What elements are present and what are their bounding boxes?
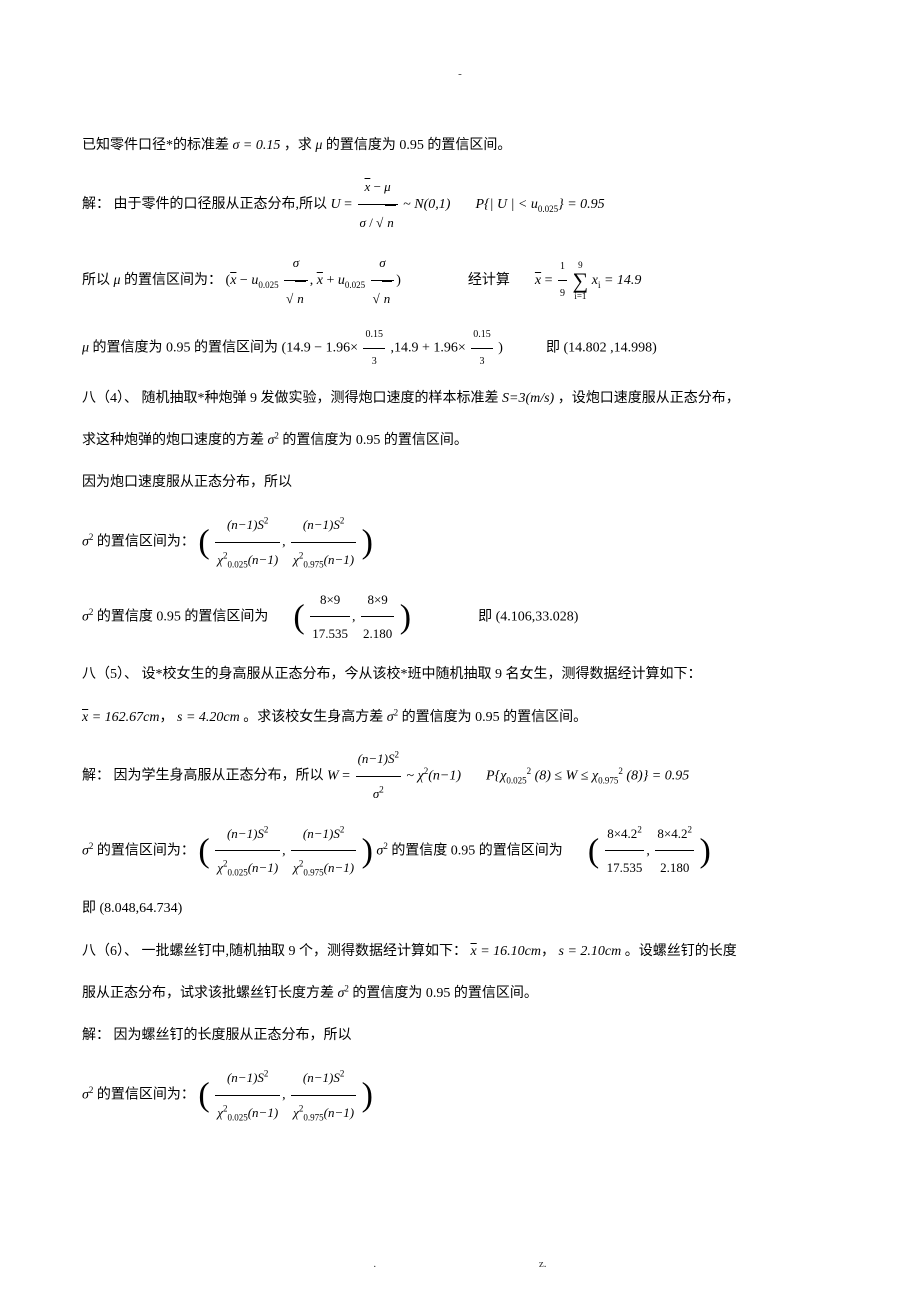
text: 的置信度为 0.95 的置信区间。 [402,710,588,725]
text: 服从正态分布，试求该批螺丝钉长度方差 [82,986,334,1001]
footer: . z. [0,1258,920,1270]
page: - 已知零件口径*的标准差 σ = 0.15 ，求 μ 的置信度为 0.95 的… [0,0,920,1302]
paragraph: 因为炮口速度服从正态分布，所以 [82,465,838,501]
text: 随机抽取*种炮弹 9 发做实验，测得炮口速度的样本标准差 [142,391,499,406]
text: 的置信度为 0.95 的置信区间。 [282,433,468,448]
text: 的置信区间为： [97,843,195,858]
paragraph: 求这种炮弹的炮口速度的方差 σ2 的置信度为 0.95 的置信区间。 [82,423,838,459]
footer-right: z. [539,1258,547,1270]
text: 的置信区间为： [97,534,195,549]
solution-label: 解： [82,197,110,212]
fraction: 0.15 3 [363,322,385,375]
paragraph: σ2 的置信区间为： ( (n−1)S2 χ20.025(n−1) , (n−1… [82,817,838,886]
paragraph: σ2 的置信区间为： ( (n−1)S2 χ20.025(n−1) , (n−1… [82,508,838,577]
text: 所以 [82,273,110,288]
text: 的置信度 0.95 的置信区间为 [391,843,563,858]
fraction: x − μ σ / n [358,170,398,240]
heading: 八（5）、 [82,667,138,682]
text: 的置信度为 0.95 的置信区间。 [326,138,512,153]
fraction: (n−1)S2 σ2 [356,742,401,811]
paragraph: σ2 的置信区间为： ( (n−1)S2 χ20.025(n−1) , (n−1… [82,1061,838,1130]
heading: 八（4）、 [82,391,138,406]
fraction: σ n [284,246,308,316]
text: 即 [82,901,96,916]
text: 已知零件口径*的标准差 [82,138,229,153]
text: ，求 [284,138,312,153]
solution-label: 解： [82,768,110,783]
paragraph: 八（5）、 设*校女生的身高服从正态分布，今从该校*班中随机抽取 9 名女生，测… [82,657,838,693]
fraction: (n−1)S2 χ20.975(n−1) [291,508,356,577]
text: 经计算 [468,273,510,288]
paragraph: 八（6）、 一批螺丝钉中,随机抽取 9 个，测得数据经计算如下： x = 16.… [82,934,838,970]
text: 因为炮口速度服从正态分布，所以 [82,475,292,490]
fraction: (n−1)S2 χ20.975(n−1) [291,1061,356,1130]
fraction: (n−1)S2 χ20.025(n−1) [215,508,280,577]
top-marker: - [82,68,838,80]
text: 由于零件的口径服从正态分布,所以 [114,197,328,212]
paragraph: 解： 由于零件的口径服从正态分布,所以 U = x − μ σ / n ~ N(… [82,170,838,240]
fraction: (n−1)S2 χ20.025(n−1) [215,817,280,886]
fraction: σ n [371,246,395,316]
math-sigma-eq: σ = 0.15 [233,138,281,153]
text: 一批螺丝钉中,随机抽取 9 个，测得数据经计算如下： [142,944,468,959]
fraction: 8×9 17.535 [310,583,350,652]
paragraph: μ 的置信度为 0.95 的置信区间为 (14.9 − 1.96× 0.15 3… [82,322,838,375]
fraction: 8×4.22 2.180 [655,817,694,886]
solution-label: 解： [82,1028,110,1043]
paragraph: x = 162.67cm， s = 4.20cm 。求该校女生身高方差 σ2 的… [82,700,838,736]
paragraph: 解： 因为螺丝钉的长度服从正态分布，所以 [82,1018,838,1054]
U-var: U [331,197,341,212]
text: 的置信区间为： [97,1087,195,1102]
paragraph: 所以 μ 的置信区间为： (x − u0.025 σ n , x + u0.02… [82,246,838,316]
paragraph: σ2 的置信度 0.95 的置信区间为 ( 8×9 17.535 , 8×9 2… [82,583,838,652]
text: 的置信度为 0.95 的置信区间。 [352,986,538,1001]
prob-expr: P{| U | < u0.025} = 0.95 [475,197,604,212]
text: 。设螺丝钉的长度 [625,944,737,959]
fraction: 8×9 2.180 [361,583,394,652]
sum: 9 ∑ i=1 [573,261,589,301]
text: 的置信度 0.95 的置信区间为 [97,609,269,624]
text: 因为螺丝钉的长度服从正态分布，所以 [114,1028,352,1043]
fraction: 8×4.22 17.535 [605,817,645,886]
mu: μ [315,138,322,153]
fraction: 0.15 3 [471,322,493,375]
text: 因为学生身高服从正态分布，所以 [114,768,324,783]
footer-left: . [373,1258,376,1270]
text: 设*校女生的身高服从正态分布，今从该校*班中随机抽取 9 名女生，测得数据经计算… [142,667,702,682]
fraction: 1 9 [558,254,567,307]
text: 。求该校女生身高方差 [243,710,383,725]
text: 的置信区间为： [124,273,222,288]
text: ，设炮口速度服从正态分布， [558,391,740,406]
heading: 八（6）、 [82,944,138,959]
text: 的置信度为 0.95 的置信区间为 [93,340,282,355]
paragraph: 已知零件口径*的标准差 σ = 0.15 ，求 μ 的置信度为 0.95 的置信… [82,128,838,164]
fraction: (n−1)S2 χ20.975(n−1) [291,817,356,886]
paragraph: 即 (8.048,64.734) [82,891,838,927]
text: 即 [478,609,492,624]
paragraph: 服从正态分布，试求该批螺丝钉长度方差 σ2 的置信度为 0.95 的置信区间。 [82,976,838,1012]
text: 求这种炮弹的炮口速度的方差 [82,433,264,448]
text: 即 [546,340,560,355]
fraction: (n−1)S2 χ20.025(n−1) [215,1061,280,1130]
paragraph: 八（4）、 随机抽取*种炮弹 9 发做实验，测得炮口速度的样本标准差 S=3(m… [82,381,838,417]
paragraph: 解： 因为学生身高服从正态分布，所以 W = (n−1)S2 σ2 ~ χ2(n… [82,742,838,811]
